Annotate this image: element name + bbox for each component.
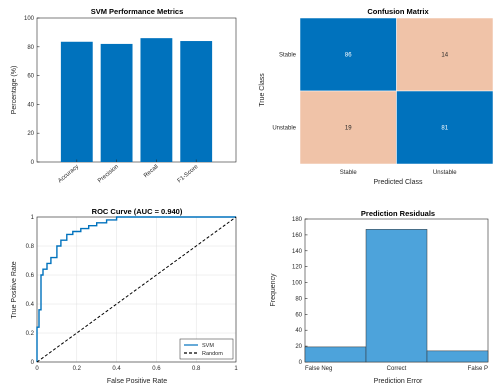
bar-precision [100,43,133,162]
y-tick-label: 20 [27,131,34,137]
legend-label: SVM [202,343,214,349]
y-tick-label: 0 [31,360,35,366]
x-tick-label: Recall [143,164,160,179]
y-tick-label: 1 [31,215,35,221]
y-tick-label: 60 [27,74,34,80]
y-tick-label: 100 [292,281,303,287]
y-tick-label: 140 [292,249,303,255]
x-tick-label: False Neg [305,366,332,372]
confusion-matrix-chart: Confusion Matrix Predicted Class True Cl… [259,7,493,186]
matrix-cell-0-0 [299,17,397,92]
x-tick-label: F1-Score [177,164,200,185]
x-tick-label: 0.8 [192,366,201,372]
x-axis-label: False Positive Rate [107,378,167,385]
y-tick-label: Unstable [272,126,296,132]
y-tick-label: 80 [295,296,302,302]
matrix-cell-0-1 [396,17,493,92]
bar-recall [140,38,173,162]
chart-title: Prediction Residuals [361,209,435,218]
plot-area [36,17,237,163]
chart-title: Confusion Matrix [367,7,429,16]
series-line-svm [36,216,236,362]
y-tick-label: 20 [295,344,302,350]
x-tick-label: 1 [234,366,238,372]
y-tick-label: 160 [292,233,303,239]
cell-value: 81 [441,126,448,132]
matrix-cell-1-0 [299,90,397,165]
x-axis-label: Predicted Class [373,179,423,186]
cell-value: 19 [345,126,352,132]
y-tick-label: 0.4 [26,302,35,308]
y-tick-label: 0 [31,160,35,166]
x-tick-label: Accuracy [57,164,80,184]
histogram-bar-0 [304,346,367,363]
x-tick-label: Stable [340,170,358,176]
y-tick-label: 40 [27,102,34,108]
x-tick-label: 0 [35,366,39,372]
y-axis-label: True Positive Rate [11,261,18,318]
cell-value: 86 [345,53,352,59]
y-tick-label: 40 [295,328,302,334]
matrix-cell-1-1 [396,90,493,165]
x-tick-label: False P [468,366,488,372]
performance-metrics-chart: SVM Performance Metrics Percentage (%) 0… [11,7,237,185]
y-tick-label: 0.6 [26,273,35,279]
x-axis-label: Prediction Error [374,378,423,385]
y-tick-label: 60 [295,312,302,318]
legend-box [179,338,234,360]
x-tick-label: Precision [97,164,120,184]
prediction-residuals-chart: Prediction Residuals Prediction Error Fr… [270,209,489,385]
bar-f1-score [180,41,213,162]
x-tick-label: Correct [387,366,407,372]
bar-accuracy [60,41,93,163]
legend-label: Random [202,351,223,357]
y-tick-label: Stable [279,53,297,59]
series-line-random [36,216,237,363]
roc-curve-chart: ROC Curve (AUC = 0.940) False Positive R… [11,207,238,385]
chart-title: SVM Performance Metrics [91,7,184,16]
y-tick-label: 80 [27,45,34,51]
x-tick-label: 0.4 [112,366,121,372]
y-tick-label: 0.8 [26,244,35,250]
y-tick-label: 0 [299,360,303,366]
histogram-bar-1 [365,229,428,363]
x-tick-label: Unstable [433,170,457,176]
chart-title: ROC Curve (AUC = 0.940) [92,207,183,216]
y-tick-label: 0.2 [26,331,35,337]
x-tick-label: 0.6 [152,366,161,372]
histogram-bar-2 [426,350,489,363]
y-axis-label: True Class [259,73,266,107]
y-tick-label: 120 [292,265,303,271]
y-tick-label: 100 [24,16,35,22]
x-tick-label: 0.2 [73,366,82,372]
cell-value: 14 [441,53,448,59]
y-axis-label: Frequency [270,273,277,307]
y-tick-label: 180 [292,217,303,223]
y-axis-label: Percentage (%) [11,66,18,115]
